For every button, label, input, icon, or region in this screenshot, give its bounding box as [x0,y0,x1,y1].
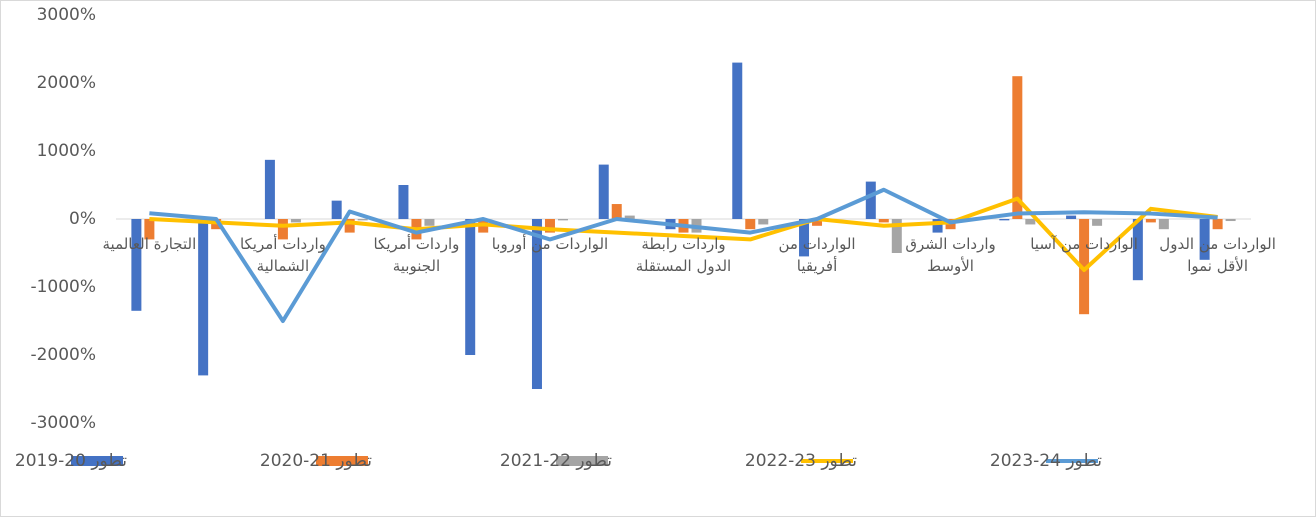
bar [544,219,555,233]
bar [1212,219,1223,230]
x-tick-label: واردات الشرق الأوسط [905,235,996,275]
bar [1066,215,1077,219]
bar [131,219,142,311]
legend-label: تطور 24-2023 [990,451,1102,471]
bar [611,204,622,219]
bar [812,219,823,226]
bar [865,181,876,219]
bar [144,219,155,240]
line-series [149,196,1218,272]
y-tick-label: 0% [69,209,96,229]
bar [1199,219,1210,260]
line-series [149,187,1218,323]
y-tick-label: -2000% [30,345,96,365]
bar [1145,219,1156,223]
bar [198,219,209,376]
legend-label: تطور 20-2019 [15,451,127,471]
x-tick-label: واردات أمريكا الشمالية [239,235,326,275]
bar [999,219,1010,221]
y-tick-label: 1000% [37,141,96,161]
bar [624,215,635,219]
bar [277,219,288,240]
bar [465,219,476,355]
bar [891,219,902,253]
bar [1132,219,1143,281]
bar [932,219,943,233]
bar [290,219,301,223]
y-tick-label: 2000% [37,73,96,93]
x-tick-label: التجارة العالمية [102,235,197,253]
bar [344,219,355,233]
bar [878,219,889,223]
bar [1158,219,1169,230]
bar [598,164,609,219]
x-tick-label: واردات رابطة الدول المستقلة [635,235,732,275]
bar [398,185,409,219]
bar [758,219,769,225]
bar [1079,219,1090,315]
legend-swatch [556,456,608,466]
legend-swatch [316,456,368,466]
legend-swatch [71,456,123,466]
bar [799,219,810,257]
x-tick-label: الواردات من أوروبا [491,235,609,253]
bar [557,219,568,221]
bar [331,200,342,219]
y-tick-label: -3000% [30,413,96,433]
legend-label: تطور 21-2020 [260,451,372,471]
bar [732,62,743,219]
legend-label: تطور 22-2021 [500,451,612,471]
bar [264,159,275,219]
bar [1012,76,1023,219]
x-tick-label: واردات أمريكا الجنوبية [373,235,460,275]
bar [531,219,542,389]
x-tick-label: الواردات من أفريقيا [778,235,856,275]
y-tick-label: -1000% [30,277,96,297]
bar [1092,219,1103,226]
x-tick-label: الواردات من آسيا [1030,235,1138,253]
bar [745,219,756,230]
y-tick-label: 3000% [37,5,96,25]
bar [1025,219,1036,225]
bar [357,219,368,221]
x-tick-label: الواردات من الدول الأقل نموا [1159,235,1276,275]
bar [1225,219,1236,222]
bar [424,219,435,226]
legend-label: تطور 23-2022 [745,451,857,471]
